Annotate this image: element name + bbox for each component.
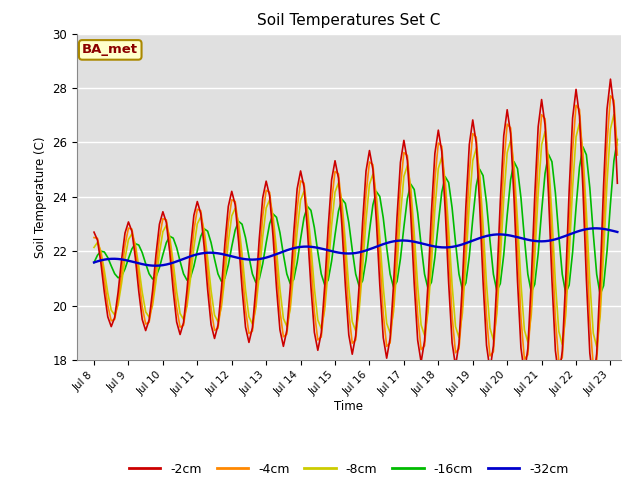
-32cm xyxy=(324,247,332,253)
-8cm xyxy=(459,310,467,316)
-2cm xyxy=(321,284,328,289)
-4cm xyxy=(459,302,467,308)
-4cm xyxy=(321,300,328,306)
-4cm xyxy=(607,93,614,99)
-4cm xyxy=(593,358,600,363)
-2cm xyxy=(459,280,467,286)
-4cm xyxy=(90,235,98,240)
-8cm xyxy=(125,237,132,242)
-2cm xyxy=(524,346,532,351)
-16cm xyxy=(125,256,132,262)
-8cm xyxy=(90,244,98,250)
-32cm xyxy=(462,240,470,246)
Line: -16cm: -16cm xyxy=(94,140,618,294)
-16cm xyxy=(321,282,328,288)
-16cm xyxy=(159,252,166,257)
-16cm xyxy=(524,271,532,277)
-4cm xyxy=(125,225,132,231)
-8cm xyxy=(614,142,621,148)
Legend: -2cm, -4cm, -8cm, -16cm, -32cm: -2cm, -4cm, -8cm, -16cm, -32cm xyxy=(124,457,573,480)
-32cm xyxy=(152,263,160,269)
-32cm xyxy=(163,262,170,267)
-8cm xyxy=(321,307,328,312)
-2cm xyxy=(125,219,132,225)
-32cm xyxy=(125,258,132,264)
-2cm xyxy=(607,76,614,82)
-32cm xyxy=(593,226,600,231)
Line: -32cm: -32cm xyxy=(94,228,618,266)
-2cm xyxy=(589,379,597,384)
Y-axis label: Soil Temperature (C): Soil Temperature (C) xyxy=(33,136,47,258)
-16cm xyxy=(614,137,621,143)
Line: -8cm: -8cm xyxy=(94,115,618,347)
-32cm xyxy=(90,260,98,265)
-16cm xyxy=(90,260,98,265)
-2cm xyxy=(90,229,98,235)
-4cm xyxy=(159,216,166,222)
-8cm xyxy=(593,344,600,349)
-2cm xyxy=(159,209,166,215)
-16cm xyxy=(610,158,618,164)
-16cm xyxy=(596,291,604,297)
-8cm xyxy=(159,229,166,235)
-2cm xyxy=(593,351,600,357)
-32cm xyxy=(596,226,604,231)
-32cm xyxy=(527,238,535,243)
-8cm xyxy=(524,339,532,345)
Title: Soil Temperatures Set C: Soil Temperatures Set C xyxy=(257,13,440,28)
-8cm xyxy=(589,330,597,336)
-16cm xyxy=(459,287,467,292)
-4cm xyxy=(614,152,621,158)
Line: -4cm: -4cm xyxy=(94,96,618,366)
-2cm xyxy=(614,180,621,186)
Line: -2cm: -2cm xyxy=(94,79,618,382)
-4cm xyxy=(589,363,597,369)
Text: BA_met: BA_met xyxy=(82,43,138,56)
X-axis label: Time: Time xyxy=(334,400,364,413)
-8cm xyxy=(610,112,618,118)
-4cm xyxy=(524,352,532,358)
-32cm xyxy=(614,229,621,235)
